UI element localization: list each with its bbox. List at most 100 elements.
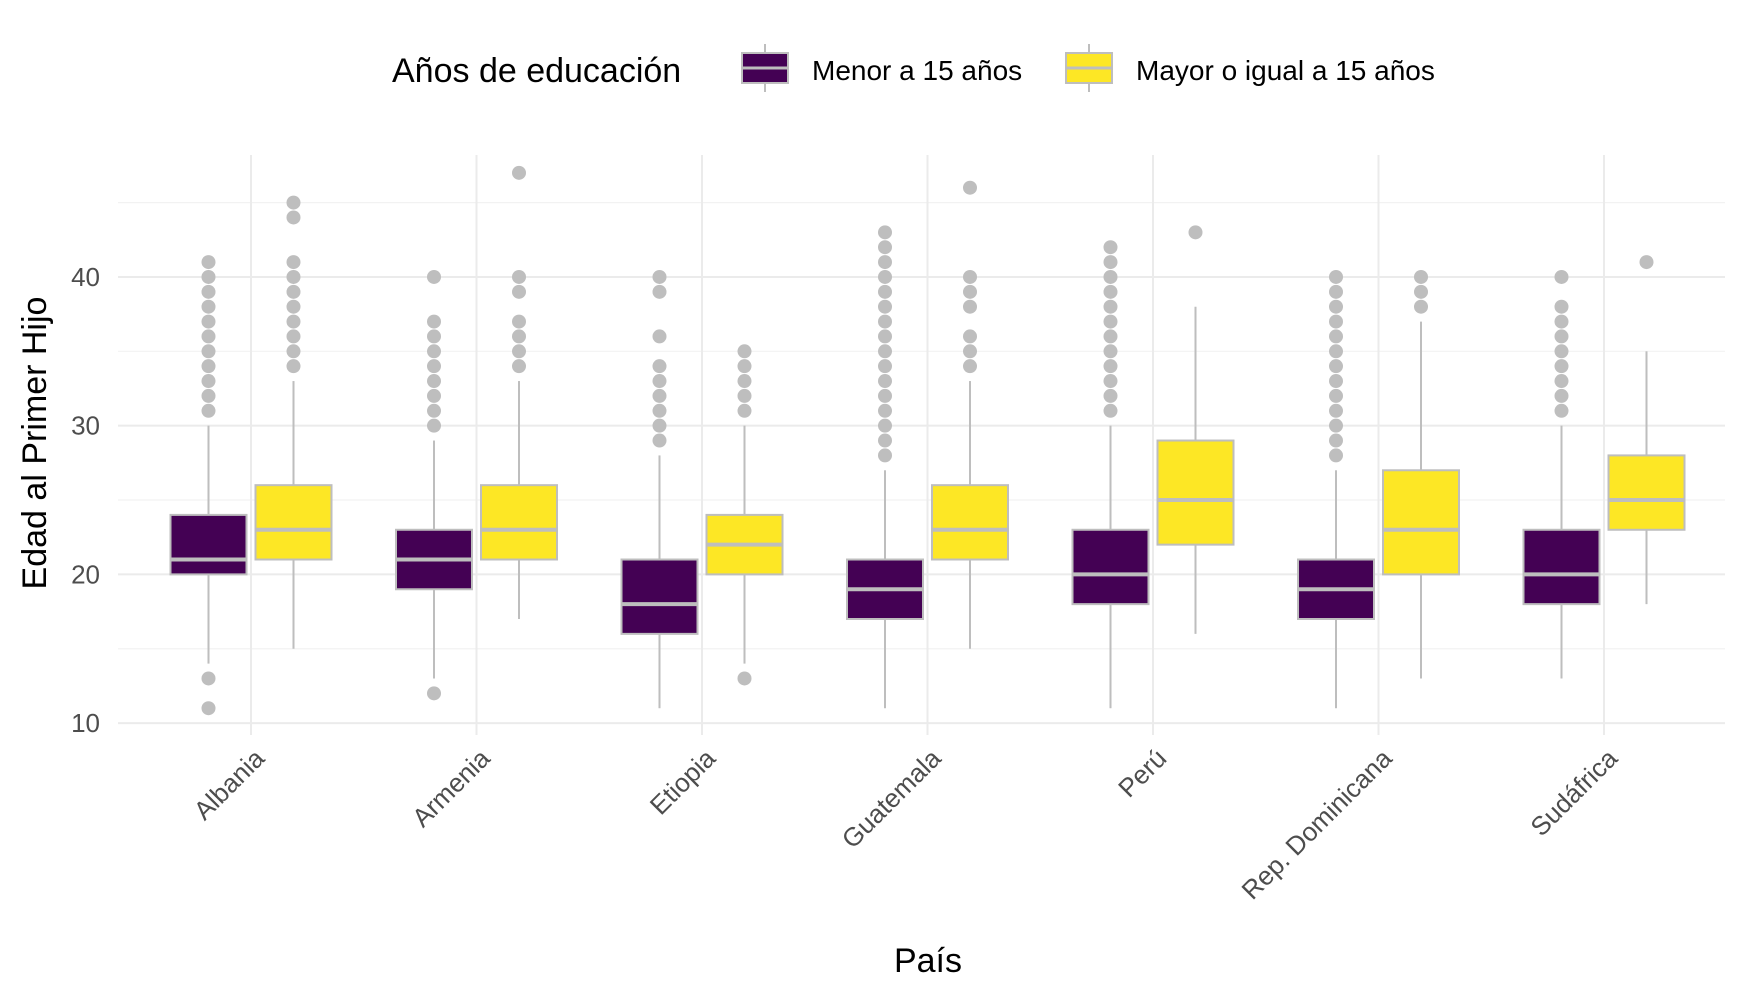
outlier-point [878,255,892,270]
outlier-point [1329,344,1343,359]
legend-label-mayor: Mayor o igual a 15 años [1136,55,1435,86]
outlier-point [427,359,441,374]
x-tick-label: Armenia [406,743,496,833]
outlier-point [1103,314,1118,329]
outlier-point [201,299,216,314]
outlier-point [1103,359,1118,374]
box-body [480,484,558,561]
box-rep-dominicana-mayor [1382,269,1460,679]
outlier-point [1329,418,1343,433]
legend-item-menor: Menor a 15 años [741,44,1022,92]
outlier-point [1329,329,1343,344]
outlier-point [1329,388,1343,403]
outlier-point [286,299,301,314]
outlier-point [1414,299,1428,314]
box-body [169,513,248,576]
outlier-point [427,418,441,433]
outlier-point [1414,284,1428,299]
box-armenia-mayor [480,165,558,619]
outlier-point [1554,299,1569,314]
outlier-point [286,344,301,359]
outlier-point [286,269,301,284]
outlier-point [652,403,667,418]
box-guatemala-mayor [931,180,1009,649]
outlier-point [427,388,441,403]
outlier-point [512,165,526,180]
outlier-point [652,359,667,374]
outlier-point [512,269,526,284]
outlier-point [878,388,892,403]
outlier-point [878,433,892,448]
y-tick-label: 30 [71,411,100,441]
outlier-point [201,329,216,344]
x-tick-label: Etiopia [644,743,722,821]
legend: Años de educación Menor a 15 años Mayor … [392,44,1435,92]
outlier-point [201,403,216,418]
outlier-point [427,269,441,284]
box-armenia-menor [395,269,473,701]
outlier-point [963,284,977,299]
outlier-point [878,225,892,240]
outlier-point [1554,388,1569,403]
box-body [620,558,699,635]
box-etiopia-menor [620,269,699,709]
outlier-point [652,269,667,284]
y-axis-title: Edad al Primer Hijo [16,297,54,590]
box-albania-mayor [254,195,333,649]
box-rep-dominicana-menor [1297,269,1375,709]
outlier-point [286,329,301,344]
legend-label-menor: Menor a 15 años [812,55,1022,86]
outlier-point [201,255,216,270]
outlier-point [878,284,892,299]
outlier-point [1103,255,1118,270]
outlier-point [1329,314,1343,329]
outlier-point [201,284,216,299]
outlier-point [201,269,216,284]
box-body [1522,528,1601,606]
outlier-point [1103,240,1118,255]
outlier-point [878,374,892,389]
outlier-point [1103,388,1118,403]
outlier-point [427,314,441,329]
y-tick-label: 10 [71,708,100,738]
outlier-point [737,359,752,374]
outlier-point [1329,448,1343,463]
outlier-point [878,403,892,418]
outlier-point [963,359,977,374]
outlier-point [1554,403,1569,418]
outlier-point [737,388,752,403]
outlier-point [427,329,441,344]
outlier-point [963,299,977,314]
y-tick-label: 20 [71,559,100,589]
outlier-point [878,314,892,329]
x-tick-label: Perú [1112,743,1172,803]
outlier-point [878,448,892,463]
box-body [1607,454,1686,531]
outlier-point [1103,329,1118,344]
legend-item-mayor: Mayor o igual a 15 años [1065,44,1435,92]
outlier-point [201,314,216,329]
outlier-point [737,374,752,389]
x-tick-label: Sudáfrica [1524,743,1623,842]
outlier-point [1103,299,1118,314]
outlier-point [512,344,526,359]
outlier-point [1554,359,1569,374]
outlier-point [286,284,301,299]
outlier-point [1103,284,1118,299]
outlier-point [652,433,667,448]
box-layer [169,165,1686,716]
outlier-point [1554,344,1569,359]
outlier-point [201,344,216,359]
outlier-point [1639,255,1654,270]
outlier-point [427,374,441,389]
grid-lines [118,155,1725,735]
outlier-point [1329,403,1343,418]
outlier-point [1329,374,1343,389]
outlier-point [1554,329,1569,344]
outlier-point [427,686,441,701]
outlier-point [512,284,526,299]
outlier-point [201,374,216,389]
outlier-point [1329,269,1343,284]
outlier-point [201,359,216,374]
box-guatemala-menor [846,225,924,709]
